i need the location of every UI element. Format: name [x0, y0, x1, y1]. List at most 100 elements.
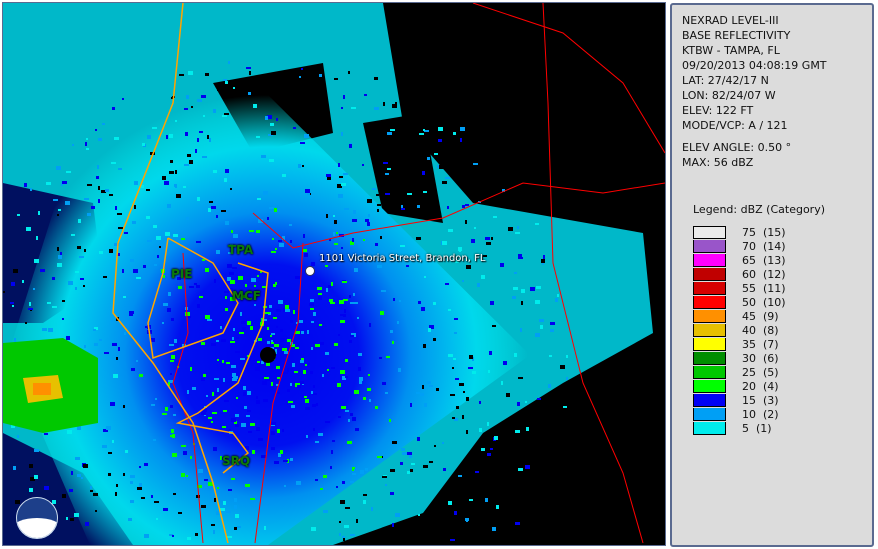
echo-pixel [445, 283, 449, 285]
echo-pixel [293, 127, 296, 129]
echo-pixel [183, 451, 187, 455]
echo-pixel [287, 368, 289, 372]
echo-pixel [262, 286, 267, 288]
echo-pixel [235, 514, 239, 518]
radar-map[interactable]: TPA PIE MCF SRQ 1101 Victoria Street, Br… [2, 2, 666, 546]
echo-pixel [225, 81, 228, 84]
echo-pixel [369, 399, 371, 402]
echo-pixel [187, 537, 191, 540]
echo-pixel [486, 242, 491, 245]
echo-pixel [228, 252, 232, 254]
echo-pixel [329, 299, 333, 302]
legend-label: 55 (11) [742, 281, 786, 295]
echo-pixel [390, 469, 395, 472]
echo-pixel [230, 244, 233, 247]
echo-pixel [515, 430, 520, 433]
echo-pixel [209, 201, 213, 203]
echo-pixel [108, 452, 112, 454]
echo-pixel [477, 283, 480, 287]
echo-pixel [249, 71, 251, 75]
echo-pixel [52, 500, 56, 504]
echo-pixel [188, 71, 193, 75]
echo-pixel [205, 268, 209, 272]
echo-pixel [325, 352, 329, 355]
echo-pixel [83, 285, 85, 287]
echo-pixel [163, 275, 165, 278]
echo-pixel [105, 189, 109, 192]
echo-pixel [217, 388, 219, 392]
echo-pixel [367, 199, 372, 203]
echo-pixel [46, 182, 51, 185]
echo-pixel [306, 435, 308, 438]
echo-pixel [163, 303, 168, 306]
echo-pixel [224, 291, 229, 293]
echo-pixel [204, 479, 208, 481]
echo-pixel [363, 494, 367, 496]
echo-pixel [220, 326, 222, 329]
echo-pixel [177, 277, 181, 280]
echo-pixel [216, 340, 219, 342]
echo-pixel [118, 347, 120, 351]
echo-pixel [232, 378, 237, 381]
echo-pixel [114, 137, 119, 140]
echo-pixel [287, 339, 291, 342]
echo-pixel [136, 277, 141, 279]
echo-pixel [197, 304, 200, 308]
echo-pixel [520, 328, 522, 332]
echo-pixel [225, 296, 227, 299]
legend-item: 60 (12) [693, 267, 786, 281]
echo-pixel [327, 177, 331, 180]
echo-pixel [130, 259, 134, 262]
echo-pixel [250, 423, 255, 426]
echo-pixel [512, 296, 516, 299]
echo-pixel [289, 224, 292, 226]
echo-pixel [326, 174, 331, 177]
echo-pixel [454, 318, 458, 320]
echo-pixel [172, 434, 175, 438]
echo-pixel [257, 361, 260, 363]
echo-pixel [256, 396, 258, 399]
echo-pixel [299, 320, 303, 323]
echo-pixel [207, 319, 212, 321]
echo-pixel [487, 422, 489, 426]
echo-pixel [256, 427, 260, 431]
echo-pixel [62, 300, 65, 302]
echo-pixel [351, 107, 356, 109]
echo-pixel [462, 415, 464, 419]
echo-pixel [339, 176, 343, 178]
echo-pixel [74, 513, 79, 517]
echo-pixel [217, 87, 221, 91]
echo-pixel [298, 164, 301, 168]
legend-item: 30 (6) [693, 351, 786, 365]
echo-pixel [280, 338, 285, 342]
echo-pixel [343, 173, 348, 175]
echo-pixel [112, 440, 114, 443]
location-marker[interactable] [305, 266, 315, 276]
echo-pixel [277, 392, 280, 394]
echo-pixel [133, 269, 138, 273]
echo-pixel [212, 392, 214, 396]
echo-pixel [184, 108, 188, 110]
echo-pixel [192, 387, 196, 390]
echo-pixel [560, 365, 565, 369]
echo-pixel [422, 171, 425, 175]
echo-pixel [62, 494, 66, 498]
echo-pixel [109, 249, 113, 253]
echo-pixel [562, 402, 567, 405]
echo-pixel [86, 138, 88, 140]
echo-pixel [26, 227, 31, 231]
echo-pixel [442, 442, 444, 444]
echo-pixel [97, 165, 99, 169]
echo-pixel [153, 225, 157, 228]
echo-pixel [313, 385, 315, 388]
mode-vcp: MODE/VCP: A / 121 [682, 119, 788, 132]
echo-pixel [465, 518, 469, 521]
echo-pixel [334, 220, 337, 224]
echo-pixel [124, 232, 128, 234]
legend-item: 10 (2) [693, 407, 786, 421]
echo-pixel [247, 391, 251, 395]
echo-pixel [340, 314, 344, 316]
echo-pixel [460, 127, 465, 131]
legend-item: 45 (9) [693, 309, 786, 323]
echo-pixel [331, 282, 333, 286]
